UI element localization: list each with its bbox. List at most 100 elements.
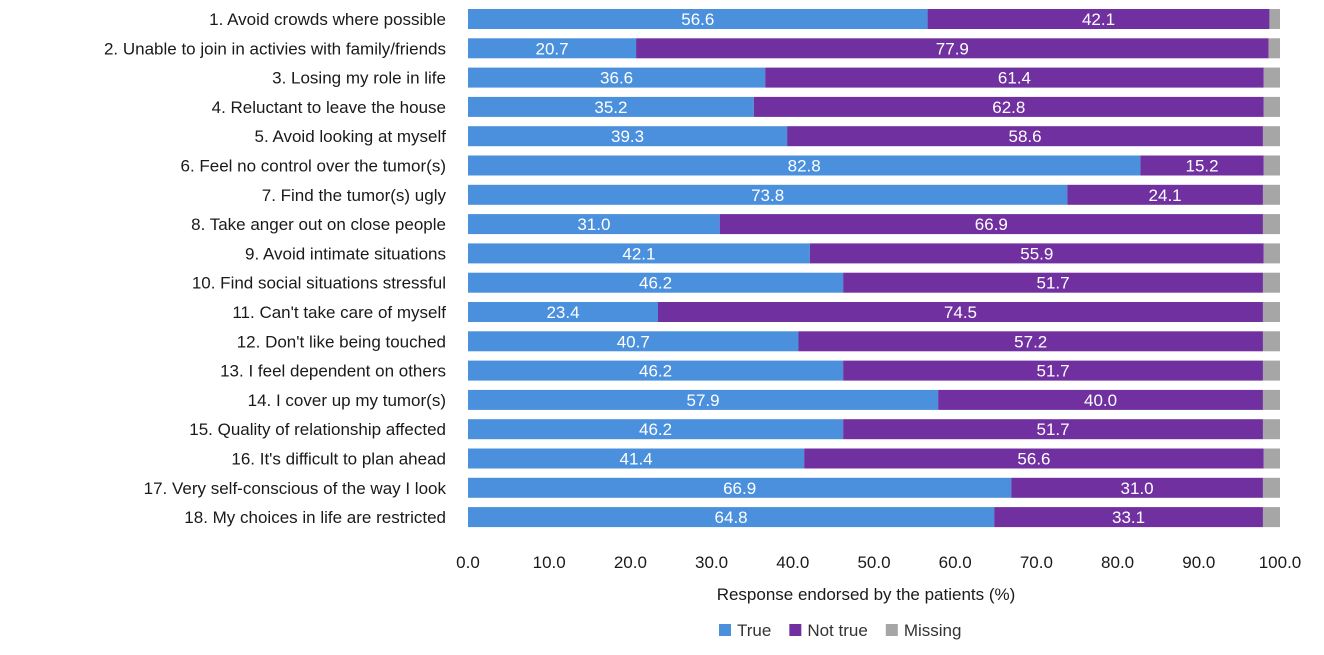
bar-segment-not-true <box>636 38 1269 59</box>
bar-segment-not-true <box>787 126 1263 147</box>
data-label: 24.1 <box>1149 186 1182 205</box>
bar-segment-missing <box>1263 96 1280 117</box>
category-label: 6. Feel no control over the tumor(s) <box>180 157 446 176</box>
bar-segment-true <box>468 331 799 352</box>
data-label: 74.5 <box>944 303 977 322</box>
bar-segment-not-true <box>804 448 1264 469</box>
legend-swatch-not-true <box>789 624 802 636</box>
legend-swatch-missing <box>885 624 898 636</box>
x-tick-label: 80.0 <box>1101 553 1134 572</box>
data-label: 33.1 <box>1112 508 1145 527</box>
category-label: 15. Quality of relationship affected <box>189 420 446 439</box>
data-label: 40.0 <box>1084 391 1117 410</box>
x-tick-label: 90.0 <box>1182 553 1215 572</box>
category-label: 9. Avoid intimate situations <box>245 244 446 263</box>
category-label: 10. Find social situations stressful <box>192 274 446 293</box>
category-label: 12. Don't like being touched <box>237 332 446 351</box>
legend-swatch-true <box>719 624 731 636</box>
category-labels-layer: 1. Avoid crowds where possible 2. Unable … <box>104 10 447 527</box>
bar-segment-missing <box>1263 155 1280 176</box>
x-tick-label: 50.0 <box>857 553 890 572</box>
data-label: 61.4 <box>998 69 1031 88</box>
data-label: 41.4 <box>620 450 653 469</box>
bar-segment-not-true <box>843 419 1263 440</box>
data-label: 66.9 <box>723 479 756 498</box>
data-label: 55.9 <box>1020 244 1053 263</box>
bar-segment-true <box>468 214 720 235</box>
data-label: 39.3 <box>611 127 644 146</box>
bar-segment-not-true <box>719 214 1263 235</box>
category-label: 14. I cover up my tumor(s) <box>248 391 446 410</box>
data-label: 36.6 <box>600 69 633 88</box>
x-tick-label: 60.0 <box>939 553 972 572</box>
bar-segment-true <box>468 126 788 147</box>
bar-segment-true <box>468 477 1012 498</box>
bar-segment-missing <box>1262 184 1280 205</box>
bar-segment-not-true <box>927 9 1270 29</box>
legend-label: True <box>737 621 771 640</box>
data-label: 56.6 <box>1017 450 1050 469</box>
bar-segment-true <box>468 243 810 264</box>
bars-layer <box>468 9 1280 528</box>
bar-segment-true <box>468 272 844 293</box>
bar-segment-true <box>468 360 844 381</box>
data-label: 73.8 <box>751 186 784 205</box>
data-label: 15.2 <box>1186 157 1219 176</box>
data-label: 46.2 <box>639 420 672 439</box>
x-tick-label: 70.0 <box>1020 553 1053 572</box>
bar-segment-true <box>468 155 1141 176</box>
category-label: 4. Reluctant to leave the house <box>212 98 446 117</box>
bar-segment-missing <box>1262 477 1280 498</box>
data-label: 62.8 <box>992 98 1025 117</box>
data-label: 57.9 <box>687 391 720 410</box>
data-label: 56.6 <box>681 10 714 29</box>
data-label: 77.9 <box>936 39 969 58</box>
data-label: 20.7 <box>535 39 568 58</box>
bar-segment-true <box>468 38 637 59</box>
category-label: 13. I feel dependent on others <box>220 362 446 381</box>
data-label: 35.2 <box>594 98 627 117</box>
bar-segment-not-true <box>798 331 1263 352</box>
category-label: 3. Losing my role in life <box>272 69 446 88</box>
data-label: 57.2 <box>1014 332 1047 351</box>
bar-segment-true <box>468 507 995 528</box>
category-label: 5. Avoid looking at myself <box>254 127 446 146</box>
bar-segment-missing <box>1263 67 1280 88</box>
bar-segment-true <box>468 9 928 29</box>
x-tick-label: 100.0 <box>1259 553 1302 572</box>
bar-segment-missing <box>1262 272 1280 293</box>
bar-segment-missing <box>1262 126 1280 147</box>
data-label: 42.1 <box>622 244 655 263</box>
bar-segment-missing <box>1262 360 1280 381</box>
bar-segment-missing <box>1262 507 1280 528</box>
bar-segment-not-true <box>753 96 1264 117</box>
bar-segment-true <box>468 389 939 410</box>
bar-segment-not-true <box>1067 184 1263 205</box>
legend-label: Not true <box>807 621 867 640</box>
bar-segment-true <box>468 96 754 117</box>
x-axis: 0.0 10.0 20.0 30.0 40.0 50.0 60.0 70.0 80.0 90.0 1… <box>456 553 1301 572</box>
data-label: 51.7 <box>1036 362 1069 381</box>
data-label: 64.8 <box>715 508 748 527</box>
bar-segment-missing <box>1263 243 1280 264</box>
bar-segment-true <box>468 184 1068 205</box>
bar-segment-not-true <box>843 272 1263 293</box>
category-label: 17. Very self-conscious of the way I loo… <box>144 479 447 498</box>
data-label: 51.7 <box>1036 420 1069 439</box>
data-label: 66.9 <box>975 215 1008 234</box>
bar-segment-not-true <box>994 507 1263 528</box>
category-label: 1. Avoid crowds where possible <box>209 10 446 29</box>
bar-segment-missing <box>1263 448 1280 469</box>
bar-segment-not-true <box>765 67 1264 88</box>
bar-segment-not-true <box>1011 477 1263 498</box>
bar-segment-not-true <box>809 243 1264 264</box>
data-label: 23.4 <box>546 303 579 322</box>
data-label: 82.8 <box>788 157 821 176</box>
bar-segment-missing <box>1262 331 1280 352</box>
bar-segment-true <box>468 302 659 322</box>
data-labels-layer: 56.6 42.1 20.7 77.9 36.6 61.4 35.2 62.8 39.3 58.6… <box>535 10 1218 527</box>
x-tick-label: 0.0 <box>456 553 480 572</box>
bar-segment-missing <box>1262 214 1280 235</box>
category-label: 7. Find the tumor(s) ugly <box>262 186 447 205</box>
